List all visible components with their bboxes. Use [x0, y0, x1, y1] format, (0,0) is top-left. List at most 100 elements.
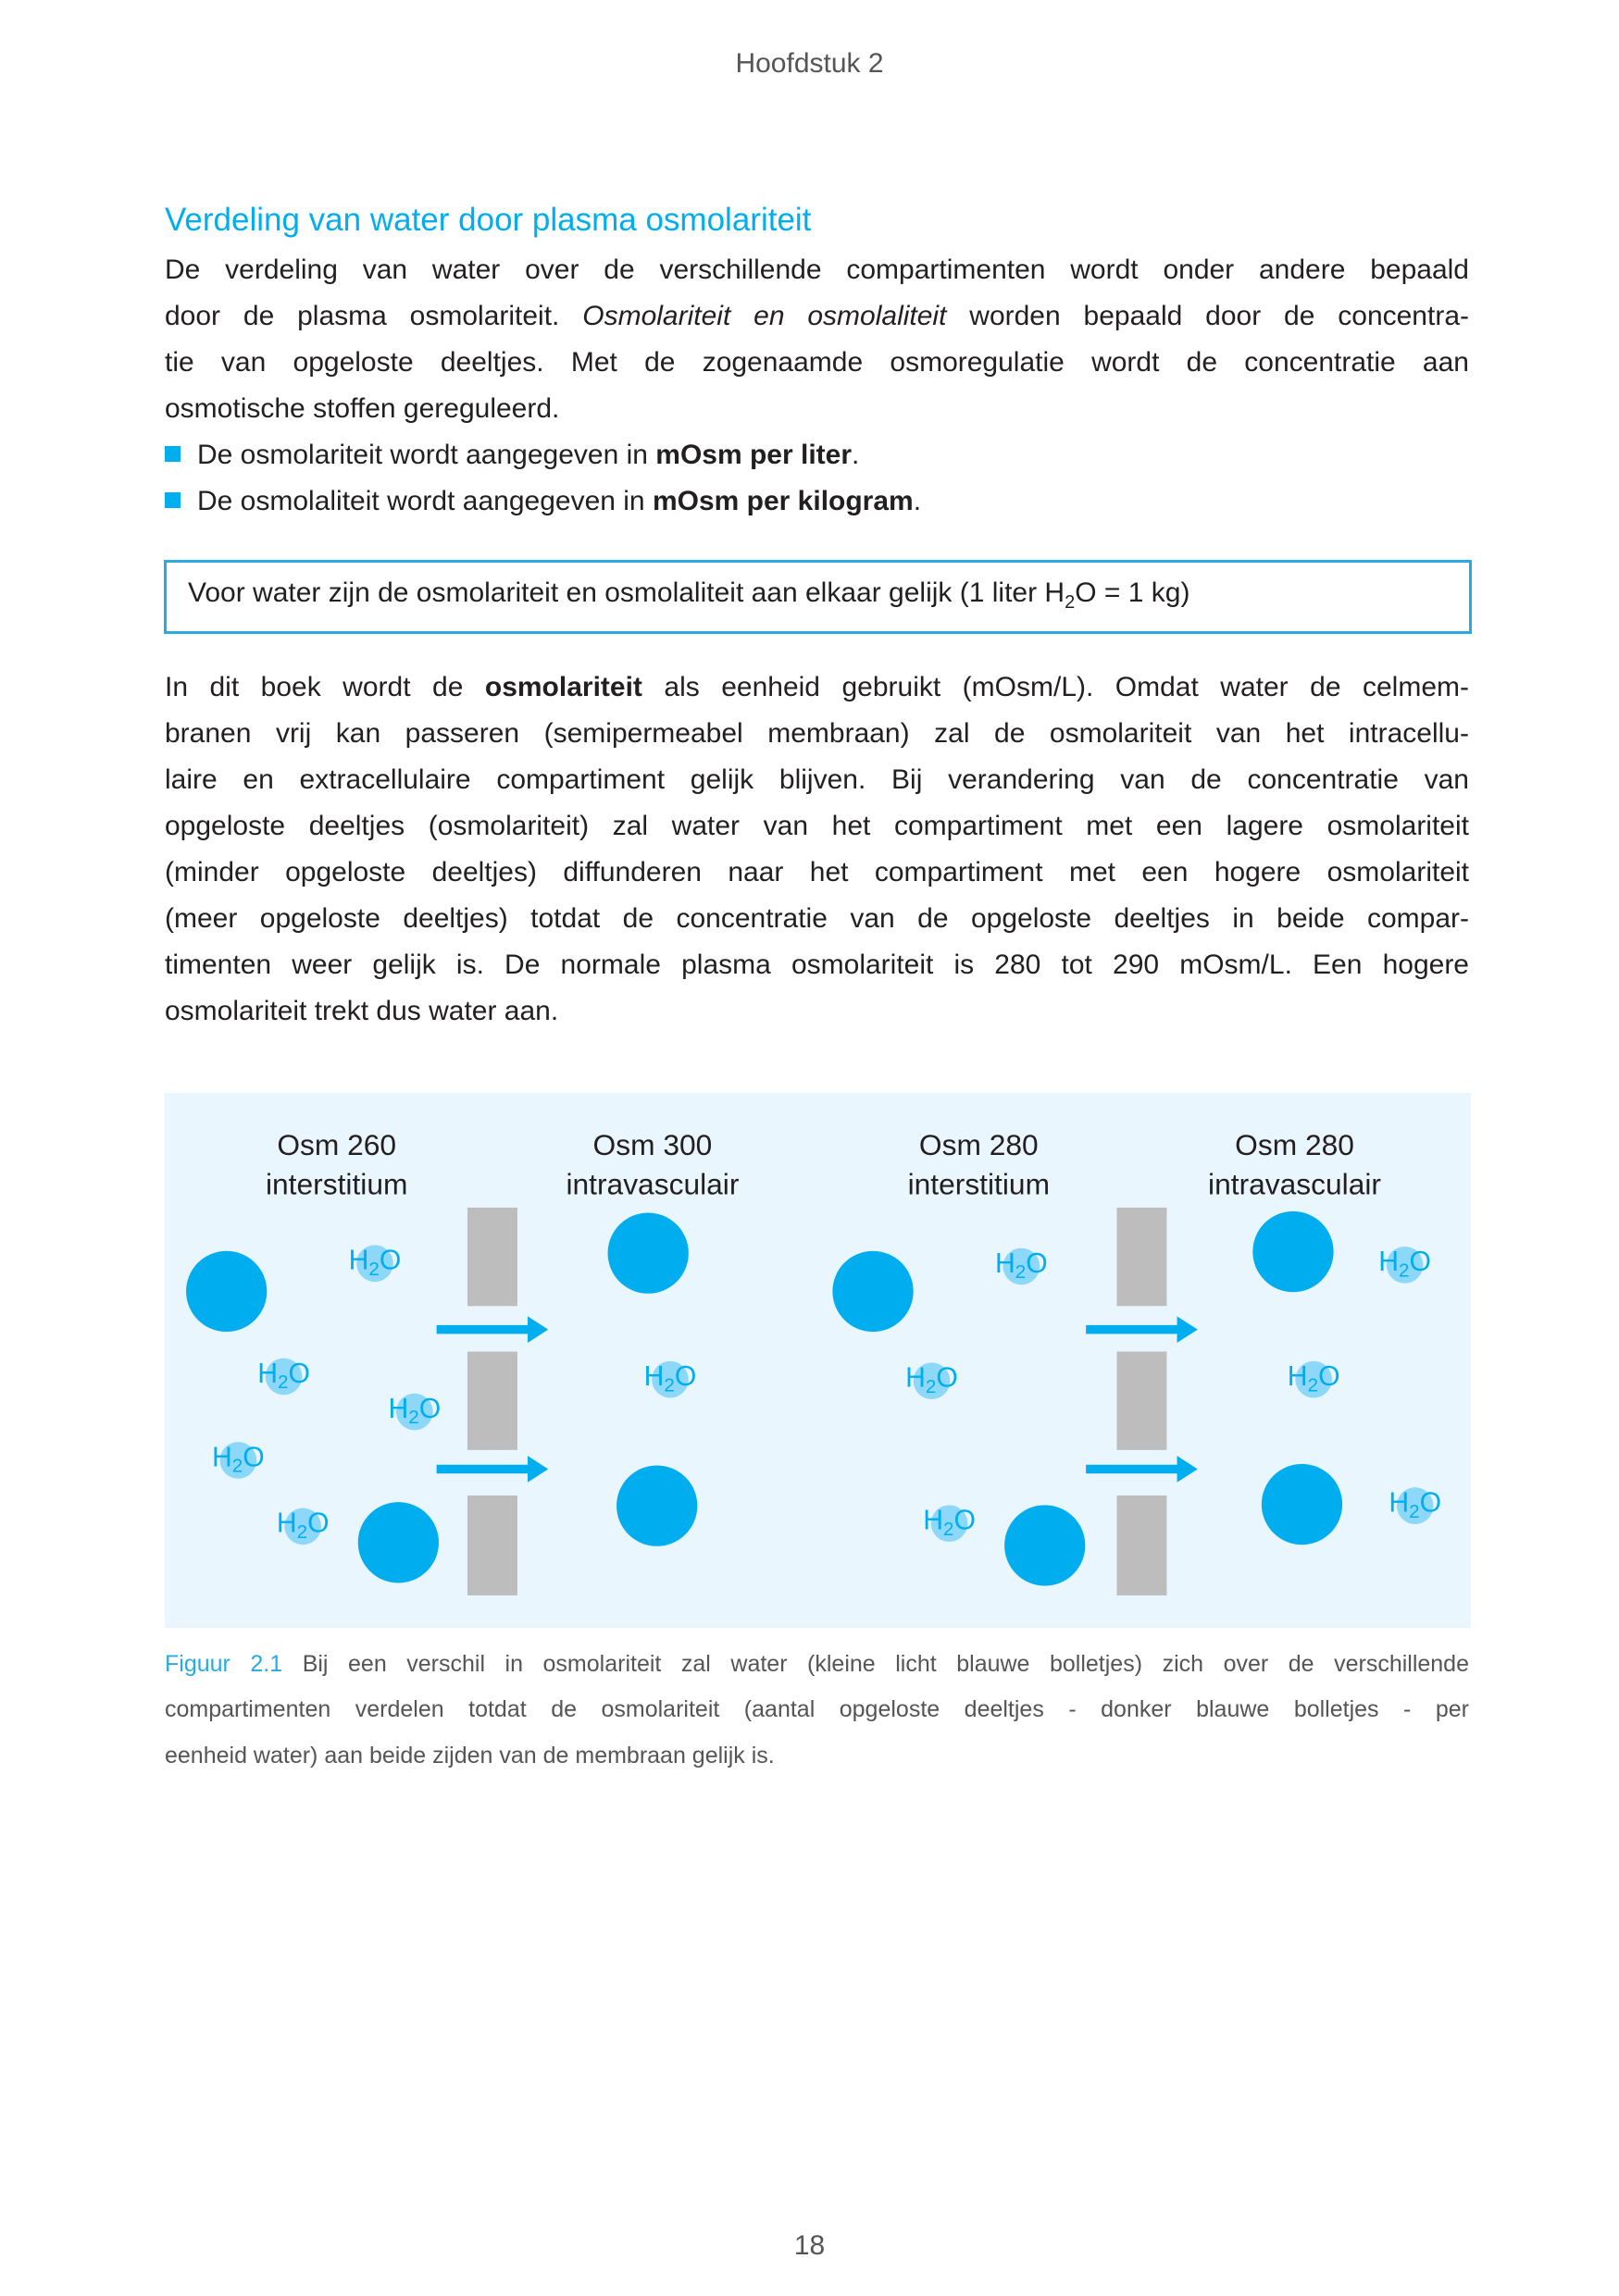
text-span: O	[288, 1359, 309, 1389]
membrane-segment	[467, 1207, 517, 1307]
water-flow-arrow-icon	[1086, 1316, 1198, 1343]
text-line: branen vrij kan passeren (semipermeabel …	[165, 718, 1469, 749]
water-molecule: H2O	[388, 1393, 441, 1431]
note-box: Voor water zijn de osmolariteit en osmol…	[164, 560, 1472, 634]
water-label: H2O	[905, 1363, 958, 1397]
water-particle	[284, 1508, 322, 1545]
compartment-osm-label: Osm 260	[277, 1128, 396, 1161]
text-line: laire en extracellulaire compartiment ge…	[165, 764, 1469, 795]
water-particle	[356, 1245, 393, 1283]
solute-particle	[186, 1250, 268, 1333]
bold-term: osmolariteit	[484, 672, 642, 702]
compartment-osm-label: Osm 280	[1235, 1128, 1354, 1161]
text-span: Bij een verschil in osmolariteit zal wat…	[282, 1651, 1469, 1677]
text-line: tie van opgeloste deeltjes. Met de zogen…	[165, 347, 1469, 378]
text-span: .	[913, 486, 922, 516]
water-molecule: H2O	[277, 1508, 330, 1545]
subscript: 2	[368, 1259, 379, 1280]
text-span: O	[1026, 1248, 1047, 1279]
membrane-segment	[467, 1496, 517, 1595]
text-line: door de plasma osmolariteit. Osmolaritei…	[165, 298, 1469, 335]
text-span: H	[995, 1248, 1015, 1279]
solute-particle	[1252, 1210, 1334, 1293]
subscript: 2	[297, 1521, 307, 1543]
text-line: (minder opgeloste deeltjes) diffunderen …	[165, 857, 1469, 887]
running-header: Hoofdstuk 2	[735, 48, 884, 79]
figure-label: Figuur 2.1	[165, 1651, 283, 1677]
compartment-osm-label: Osm 300	[593, 1128, 713, 1161]
water-label: H2O	[1378, 1247, 1431, 1281]
text-span: In dit boek wordt de	[165, 672, 485, 702]
text-line: In dit boek wordt de osmolariteit als ee…	[165, 669, 1469, 706]
membrane-segment	[1116, 1496, 1167, 1595]
water-label: H2O	[212, 1442, 265, 1476]
water-molecule: H2O	[1288, 1360, 1340, 1398]
text-line: timenten weer gelijk is. De normale plas…	[165, 949, 1469, 980]
text-span: O = 1 kg)	[1075, 577, 1190, 608]
bullet-square-icon	[165, 492, 181, 508]
compartment-name-label: interstitium	[266, 1168, 407, 1201]
subscript: 2	[1015, 1261, 1026, 1283]
text-span: H	[1378, 1247, 1399, 1277]
water-molecule: H2O	[257, 1358, 310, 1396]
water-molecule: H2O	[905, 1362, 958, 1400]
text-span: worden bepaald door de concentra-	[946, 301, 1469, 331]
text-span: H	[1288, 1361, 1308, 1392]
water-label: H2O	[257, 1359, 310, 1393]
subscript: 2	[278, 1371, 288, 1393]
water-molecule: H2O	[1378, 1246, 1431, 1284]
text-span: O	[1318, 1361, 1339, 1392]
text-line: osmolariteit trekt dus water aan.	[165, 996, 559, 1026]
subscript: 2	[1399, 1260, 1409, 1282]
water-label: H2O	[388, 1394, 441, 1428]
text-span: O	[1409, 1247, 1430, 1277]
text-span: O	[307, 1508, 329, 1539]
text-span: Voor water zijn de osmolariteit en osmol…	[188, 577, 1065, 608]
text-line: opgeloste deeltjes (osmolariteit) zal wa…	[165, 811, 1469, 841]
compartment-osm-label: Osm 280	[919, 1128, 1039, 1161]
text-span: O	[936, 1363, 957, 1394]
membrane-segment	[467, 1351, 517, 1450]
water-particle	[930, 1505, 968, 1543]
solute-particle	[1261, 1463, 1343, 1545]
subscript: 2	[943, 1519, 953, 1540]
compartment-name-label: intravasculair	[566, 1168, 739, 1201]
water-particle	[652, 1360, 689, 1398]
subscript: 2	[408, 1407, 418, 1428]
solute-particle	[357, 1502, 440, 1583]
subscript: 2	[232, 1456, 243, 1477]
figure-caption-line: eenheid water) aan beide zijden van de m…	[165, 1743, 775, 1769]
text-span: De osmolaliteit wordt aangegeven in	[197, 486, 653, 516]
text-span: O	[1420, 1487, 1441, 1518]
text-span: .	[852, 440, 860, 470]
text-span: H	[1389, 1487, 1409, 1518]
text-span: H	[923, 1506, 943, 1536]
subscript: 2	[1308, 1374, 1318, 1396]
figure-caption-line: compartimenten verdelen totdat de osmola…	[165, 1696, 1469, 1722]
text-line: (meer opgeloste deeltjes) totdat de conc…	[165, 903, 1469, 934]
water-flow-arrow-icon	[436, 1316, 549, 1343]
text-span: O	[419, 1394, 441, 1424]
water-label: H2O	[1288, 1361, 1340, 1396]
figure-caption-line: Figuur 2.1 Bij een verschil in osmolarit…	[165, 1648, 1469, 1680]
water-molecule: H2O	[995, 1247, 1048, 1285]
text-span: H	[349, 1246, 369, 1276]
water-label: H2O	[995, 1248, 1048, 1283]
water-label: H2O	[1389, 1487, 1441, 1521]
subscript: 2	[1065, 592, 1076, 613]
text-span: O	[953, 1506, 975, 1536]
text-span: O	[380, 1246, 401, 1276]
note-text: Voor water zijn de osmolariteit en osmol…	[188, 577, 1189, 614]
water-flow-arrow-icon	[1086, 1456, 1198, 1483]
text-span: als eenheid gebruikt (mOsm/L). Omdat wat…	[641, 672, 1469, 702]
water-label: H2O	[923, 1506, 976, 1540]
bold-term: mOsm per kilogram	[652, 486, 914, 516]
water-particle	[1003, 1247, 1040, 1285]
water-molecule: H2O	[212, 1442, 265, 1479]
text-span: O	[675, 1361, 696, 1392]
water-molecule: H2O	[1389, 1487, 1441, 1524]
bold-term: mOsm per liter	[655, 440, 853, 470]
text-span: H	[277, 1508, 297, 1539]
text-span: H	[644, 1361, 665, 1392]
subscript: 2	[926, 1376, 936, 1397]
